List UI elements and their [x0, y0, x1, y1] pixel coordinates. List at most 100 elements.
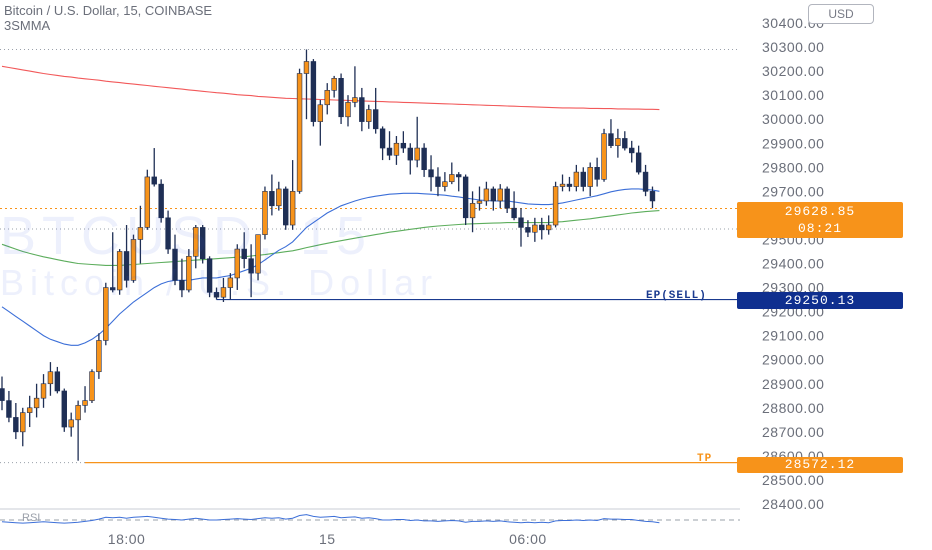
candle-body	[442, 181, 448, 187]
candle	[649, 186, 656, 209]
candle-body	[234, 248, 240, 279]
candle-body	[179, 280, 185, 291]
candle	[227, 273, 234, 300]
tp-label: TP	[697, 453, 713, 465]
candle	[296, 68, 303, 194]
candle	[573, 164, 580, 192]
candle	[352, 66, 358, 108]
candle-body	[220, 287, 227, 298]
candle	[414, 116, 420, 168]
candle	[61, 388, 67, 432]
candle-body	[504, 188, 510, 209]
x-axis[interactable]: 18:00 15 06:00	[108, 531, 547, 547]
y-tick-label: 28400.00	[762, 496, 824, 512]
candle-body	[269, 191, 275, 207]
candle-body	[262, 191, 268, 235]
candle-body	[601, 133, 607, 180]
candle	[608, 119, 614, 149]
candle-body	[483, 188, 490, 202]
candle	[462, 174, 469, 226]
candles	[0, 49, 656, 461]
candle-body	[137, 227, 144, 240]
tp-price-tag: 28572.12	[737, 457, 903, 473]
candle	[372, 87, 379, 134]
candle-body	[61, 390, 67, 428]
sma-green-line	[1, 210, 660, 266]
candle	[442, 172, 448, 192]
candle	[317, 99, 324, 146]
candle	[82, 386, 88, 413]
y-tick-label: 29000.00	[762, 352, 824, 368]
candle	[594, 157, 600, 187]
candle-body	[629, 147, 635, 154]
candle-body	[622, 138, 628, 149]
candle-body	[379, 128, 386, 149]
candle-body	[559, 183, 566, 187]
candle	[234, 244, 240, 290]
candle	[386, 131, 393, 161]
currency-button[interactable]: USD	[808, 4, 874, 24]
candle-body	[227, 277, 234, 288]
candle-body	[372, 109, 379, 130]
indicator-label[interactable]: 3SMMA	[4, 18, 51, 33]
candle-body	[649, 191, 656, 202]
candle-body	[366, 109, 372, 122]
candle-body	[594, 167, 600, 180]
candle-body	[103, 287, 109, 341]
candle	[179, 258, 185, 298]
candle-body	[469, 203, 476, 219]
candle-body	[248, 258, 254, 274]
candle	[421, 143, 427, 177]
candle	[407, 143, 413, 175]
candle-body	[393, 142, 400, 156]
candle-body	[552, 186, 559, 226]
candle	[276, 181, 282, 211]
candle-body	[345, 102, 351, 118]
candle	[116, 249, 123, 295]
candle	[165, 210, 171, 254]
candle	[220, 277, 227, 302]
candle	[68, 412, 74, 437]
candle	[400, 131, 407, 153]
candle	[47, 362, 54, 396]
candle	[241, 232, 247, 269]
symbol-title[interactable]: Bitcoin / U.S. Dollar, 15, COINBASE	[4, 3, 213, 18]
candle-body	[82, 400, 88, 406]
y-tick-label: 29100.00	[762, 328, 824, 344]
candle-body	[310, 61, 317, 122]
y-axis[interactable]: 30400.0030300.0030200.0030100.0030000.00…	[762, 15, 824, 512]
candle-body	[518, 217, 524, 228]
candle-body	[96, 340, 102, 373]
candle-body	[116, 251, 123, 291]
candle	[193, 225, 199, 269]
candle	[566, 176, 573, 192]
candle-body	[497, 188, 503, 202]
candle-body	[172, 248, 178, 281]
y-tick-label: 29400.00	[762, 256, 824, 272]
candle	[20, 407, 26, 447]
candle-body	[276, 188, 282, 207]
y-tick-label: 29700.00	[762, 183, 824, 199]
candle	[490, 186, 497, 211]
candle	[130, 234, 137, 283]
current-price-tag: 29628.85	[737, 202, 903, 222]
x-tick-label: 15	[319, 531, 336, 547]
candle	[587, 162, 593, 197]
candle-body	[525, 227, 531, 233]
candle-body	[587, 167, 593, 187]
candle	[525, 220, 531, 238]
candle	[497, 184, 503, 209]
candle-body	[40, 383, 47, 399]
candle-body	[359, 97, 365, 122]
x-tick-label: 18:00	[108, 531, 146, 547]
candle	[123, 225, 130, 288]
candle-body	[456, 174, 462, 178]
rsi-line	[1, 514, 660, 524]
candle-body	[241, 248, 247, 259]
y-tick-label: 29300.00	[762, 280, 824, 296]
candle-body	[615, 138, 621, 146]
candle-body	[635, 152, 642, 173]
candle	[366, 104, 372, 129]
candle-body	[75, 405, 81, 421]
candle-body	[414, 147, 420, 161]
